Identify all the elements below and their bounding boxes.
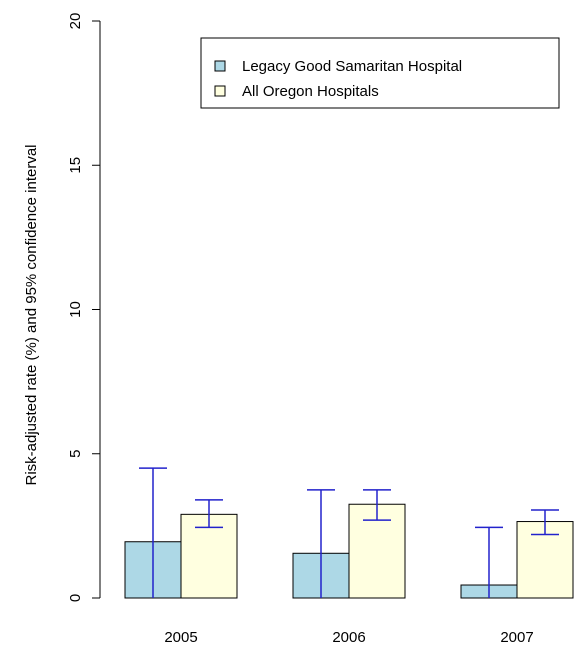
legend-swatch-series-2 <box>214 85 226 97</box>
x-tick-label-2007: 2007 <box>500 629 533 646</box>
bar-2005-series-2 <box>180 513 238 599</box>
y-tick-label-10: 10 <box>67 301 84 318</box>
x-tick-label-2005: 2005 <box>164 629 197 646</box>
error-bars-group <box>139 467 559 598</box>
y-tick-label-0: 0 <box>67 594 84 602</box>
bars-group <box>124 503 574 599</box>
legend-swatch-series-1 <box>214 60 226 72</box>
y-tick-label-5: 5 <box>67 450 84 458</box>
y-tick-label-20: 20 <box>67 13 84 30</box>
legend: Legacy Good Samaritan Hospital All Orego… <box>200 37 560 109</box>
legend-label-series-2: All Oregon Hospitals <box>242 83 379 100</box>
y-tick-label-15: 15 <box>67 157 84 174</box>
legend-box <box>200 37 560 109</box>
y-axis-title: Risk-adjusted rate (%) and 95% confidenc… <box>23 144 40 485</box>
x-axis-labels: 2005 2006 2007 <box>164 629 533 646</box>
x-tick-label-2006: 2006 <box>332 629 365 646</box>
y-axis: 0 5 10 15 20 <box>67 13 101 602</box>
legend-label-series-1: Legacy Good Samaritan Hospital <box>242 58 462 75</box>
